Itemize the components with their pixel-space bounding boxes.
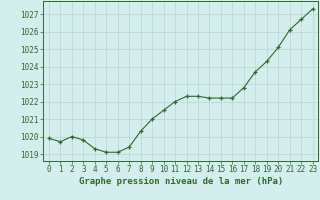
X-axis label: Graphe pression niveau de la mer (hPa): Graphe pression niveau de la mer (hPa) <box>79 177 283 186</box>
